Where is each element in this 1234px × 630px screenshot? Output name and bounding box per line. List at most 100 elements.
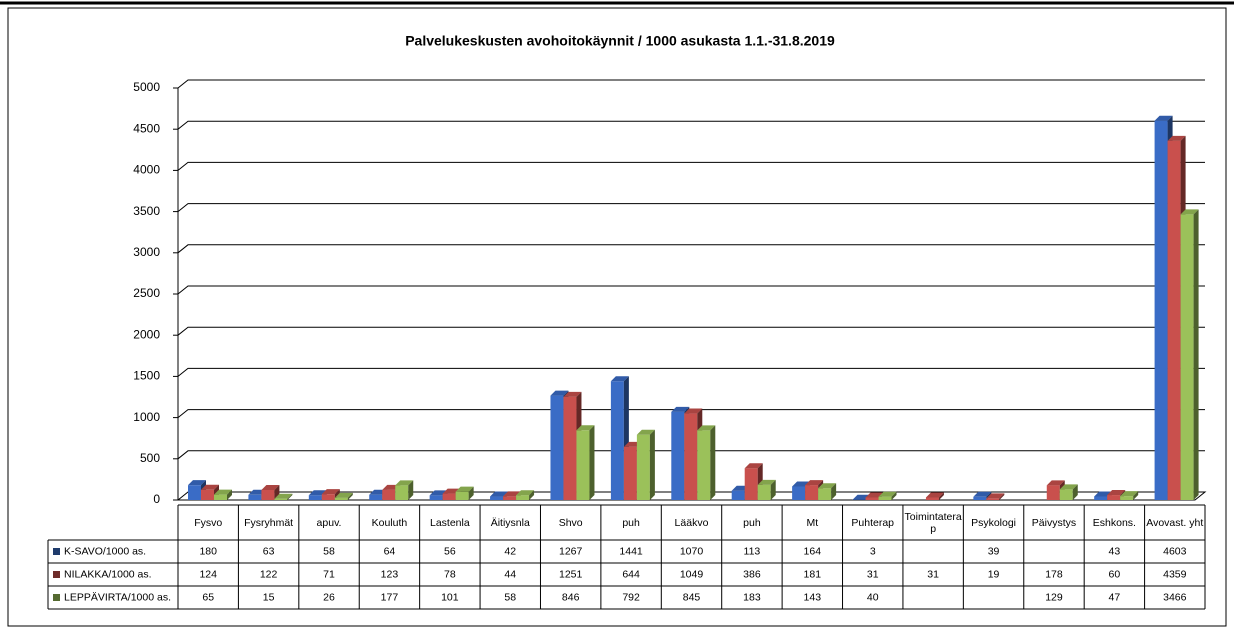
table-value: 183 <box>743 591 761 603</box>
table-value: 60 <box>1109 568 1121 580</box>
bar-top <box>805 480 824 486</box>
x-tick-label-box: Puhterap <box>851 517 894 529</box>
bar-side <box>999 493 1005 500</box>
table-value: 792 <box>622 591 640 603</box>
bar-front <box>516 495 530 500</box>
x-tick-label: puh <box>622 516 640 529</box>
bar-side <box>468 486 474 500</box>
bar-side <box>529 490 535 500</box>
bar-front <box>455 491 469 500</box>
bar-front <box>1167 140 1181 500</box>
y-tick-label: 500 <box>140 451 160 465</box>
bar-front <box>925 497 939 500</box>
bar-top <box>671 406 690 412</box>
bar-top <box>865 492 884 498</box>
grid-line <box>177 161 1205 171</box>
bar-front <box>792 486 806 500</box>
bar <box>757 479 776 500</box>
y-tick-label: 5000 <box>133 80 160 94</box>
bar-side <box>1133 491 1139 500</box>
bar-front <box>382 489 396 500</box>
bar-front <box>550 395 564 500</box>
bar-front <box>684 413 698 500</box>
table-value: 26 <box>323 591 335 603</box>
bar-front <box>610 381 624 500</box>
bar-front <box>274 498 288 500</box>
bar-front <box>1120 496 1134 500</box>
x-tick-label: Lastenla <box>429 516 470 529</box>
bar-side <box>347 492 353 500</box>
table-value: 56 <box>444 545 456 557</box>
bar-side <box>649 429 655 500</box>
bar-side <box>287 493 293 500</box>
table-value: 58 <box>323 545 335 557</box>
bar-top <box>757 479 776 485</box>
x-tick-label: Shvo <box>558 516 583 529</box>
bar-front <box>334 497 348 500</box>
x-tick-label-box: puh <box>622 516 640 529</box>
bar-top <box>274 493 293 499</box>
x-tick-label: Fysvo <box>194 516 223 529</box>
x-tick-label-box: Eshkons. <box>1093 517 1136 529</box>
bar-front <box>563 396 577 500</box>
bar-front <box>757 484 771 500</box>
legend-swatch <box>53 594 60 601</box>
bar-top <box>188 480 206 486</box>
x-tick-label-box: puh <box>743 516 761 529</box>
bar-front <box>429 495 443 500</box>
table-value: 124 <box>199 568 217 580</box>
bar <box>986 493 1005 500</box>
bar-top <box>261 484 280 490</box>
bar-top <box>636 429 655 435</box>
bar-front <box>214 494 227 500</box>
bar-side <box>227 489 232 500</box>
table-value: 47 <box>1109 591 1121 603</box>
table-value: 43 <box>1109 545 1121 557</box>
bar-front <box>321 494 335 500</box>
bar-top <box>744 463 763 469</box>
table-value: 129 <box>1045 591 1063 603</box>
legend-label: NILAKKA/1000 as. <box>64 568 152 580</box>
bar-top <box>986 493 1005 499</box>
table-value: 19 <box>988 568 1000 580</box>
x-tick-label: Lääkvo <box>674 516 709 529</box>
bar-front <box>878 496 892 500</box>
grid-line <box>177 244 1205 254</box>
bar-front <box>623 446 637 500</box>
x-tick-label: apuv. <box>316 516 342 529</box>
bar-top <box>563 391 582 397</box>
table-value: 123 <box>381 568 399 580</box>
x-tick-label: puh <box>743 516 761 529</box>
bar-top <box>1180 209 1199 215</box>
bar-top <box>550 390 569 396</box>
bar <box>516 490 535 500</box>
table-value: 1267 <box>559 545 583 557</box>
x-tick-label-box: Toimintaterap <box>905 511 962 535</box>
bar-front <box>697 430 711 500</box>
bar-side <box>831 483 837 500</box>
bar-front <box>1180 214 1194 500</box>
table-value: 178 <box>1045 568 1063 580</box>
bar <box>455 486 474 500</box>
bar-side <box>1072 484 1078 500</box>
table-value: 58 <box>504 591 516 603</box>
bar-top <box>925 492 944 498</box>
bar-top <box>1154 115 1173 121</box>
bar-front <box>576 430 590 500</box>
bar-side <box>710 425 716 500</box>
bar-front <box>308 495 322 500</box>
table-value: 4359 <box>1163 568 1187 580</box>
bar-top <box>334 492 353 498</box>
bar-side <box>891 491 897 500</box>
x-tick-label-box: Fysvo <box>194 516 223 529</box>
bar-front <box>395 485 409 500</box>
x-tick-label-box: Lastenla <box>429 516 470 529</box>
table-value: 1049 <box>680 568 704 580</box>
bar-front <box>731 490 745 500</box>
grid-line <box>177 79 1205 89</box>
grid-line <box>177 326 1205 336</box>
bar-top <box>684 408 703 414</box>
x-tick-label: Psykologi <box>971 516 1017 529</box>
table-value: 644 <box>622 568 640 580</box>
